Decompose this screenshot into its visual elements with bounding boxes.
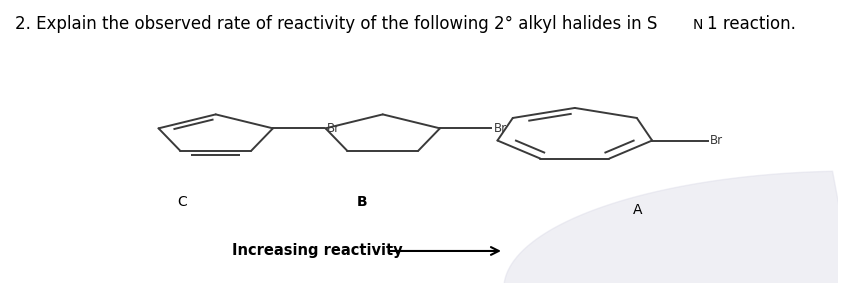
Text: A: A — [632, 203, 643, 217]
Text: Increasing reactivity: Increasing reactivity — [232, 243, 403, 259]
Polygon shape — [504, 171, 841, 286]
Text: Br: Br — [326, 122, 340, 135]
FancyArrowPatch shape — [389, 247, 499, 255]
Text: Br: Br — [710, 134, 723, 147]
Text: C: C — [177, 195, 188, 209]
Text: 2. Explain the observed rate of reactivity of the following 2° alkyl halides in : 2. Explain the observed rate of reactivi… — [15, 15, 658, 33]
Text: 1 reaction.: 1 reaction. — [706, 15, 796, 33]
Text: Br: Br — [494, 122, 506, 135]
Text: B: B — [357, 195, 368, 209]
Text: N: N — [692, 18, 703, 32]
